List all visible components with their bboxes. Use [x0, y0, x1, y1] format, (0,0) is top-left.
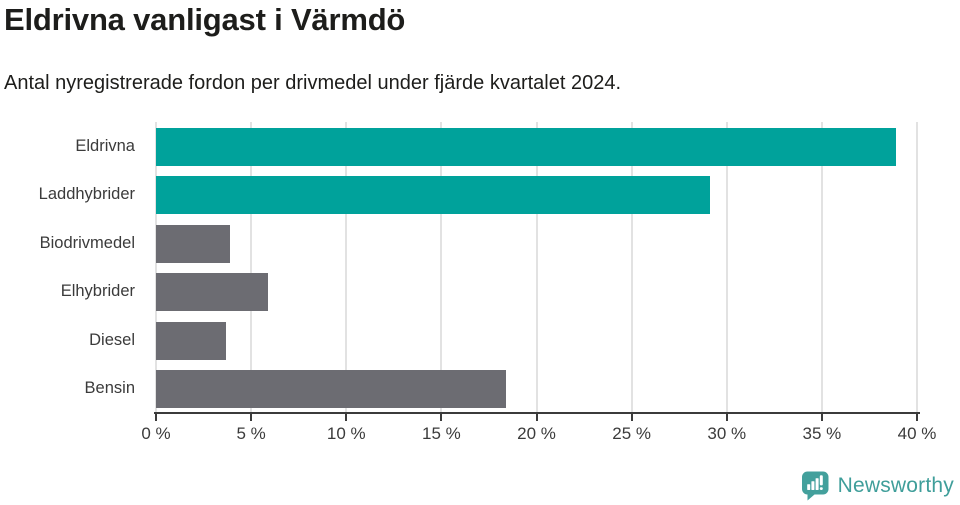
gridline	[725, 122, 728, 413]
x-tick-mark	[440, 414, 443, 421]
bar-elhybrider	[156, 273, 269, 311]
x-tick-mark	[916, 414, 918, 421]
bar-chart-plot-area	[155, 122, 918, 413]
bar-biodrivmedel	[156, 224, 231, 263]
x-tick-label: 40 %	[897, 424, 937, 443]
gridline	[250, 122, 253, 413]
category-label-row: Biodrivmedel	[0, 219, 146, 268]
x-tick-label: 25 %	[612, 424, 651, 443]
category-label: Eldrivna	[75, 136, 135, 155]
x-tick-mark	[725, 414, 728, 421]
x-tick-label: 10 %	[326, 424, 366, 443]
category-label-row: Laddhybrider	[0, 171, 146, 220]
gridline	[345, 122, 348, 413]
gridline	[155, 122, 157, 413]
gridline	[535, 122, 538, 413]
x-tick-mark	[250, 414, 253, 421]
bar-bensin	[156, 370, 507, 408]
x-tick-mark	[630, 414, 633, 421]
category-label: Diesel	[89, 330, 135, 349]
x-tick-mark	[535, 414, 538, 421]
gridline	[440, 122, 443, 413]
bar-laddhybrider	[156, 176, 710, 214]
x-tick-label: 15 %	[422, 424, 461, 443]
category-label-row: Bensin	[0, 365, 146, 414]
x-tick-label: 5 %	[236, 424, 266, 443]
x-axis-line	[154, 412, 920, 414]
y-axis-labels: Eldrivna Laddhybrider Biodrivmedel Elhybrid…	[0, 122, 146, 413]
x-tick-mark	[155, 414, 157, 421]
chart-title: Eldrivna vanligast i Värmdö	[4, 2, 406, 37]
brand-name: Newsworthy	[837, 473, 954, 497]
bar-eldrivna	[156, 127, 897, 166]
x-tick-label: 35 %	[802, 424, 842, 443]
newsworthy-brand: Newsworthy	[800, 470, 954, 501]
category-label: Elhybrider	[60, 282, 135, 301]
x-axis: 0 % 5 % 10 % 15 % 20 % 25 % 30 % 35 % 40 %	[141, 414, 936, 454]
category-label: Laddhybrider	[38, 185, 135, 204]
x-tick-mark	[345, 414, 348, 421]
category-label: Biodrivmedel	[39, 233, 135, 252]
newsworthy-logo-icon	[801, 471, 829, 501]
gridline	[820, 122, 823, 413]
x-tick-label: 30 %	[707, 424, 747, 443]
x-tick-label: 0 %	[141, 424, 171, 443]
category-label: Bensin	[84, 379, 135, 398]
category-label-row: Diesel	[0, 316, 146, 365]
chart-subtitle: Antal nyregistrerade fordon per drivmede…	[4, 72, 622, 94]
gridline	[630, 122, 633, 413]
category-label-row: Eldrivna	[0, 122, 146, 171]
x-tick-label: 20 %	[517, 424, 556, 443]
gridline	[916, 122, 918, 413]
category-label-row: Elhybrider	[0, 268, 146, 317]
x-tick-mark	[820, 414, 823, 421]
bar-diesel	[156, 321, 227, 360]
